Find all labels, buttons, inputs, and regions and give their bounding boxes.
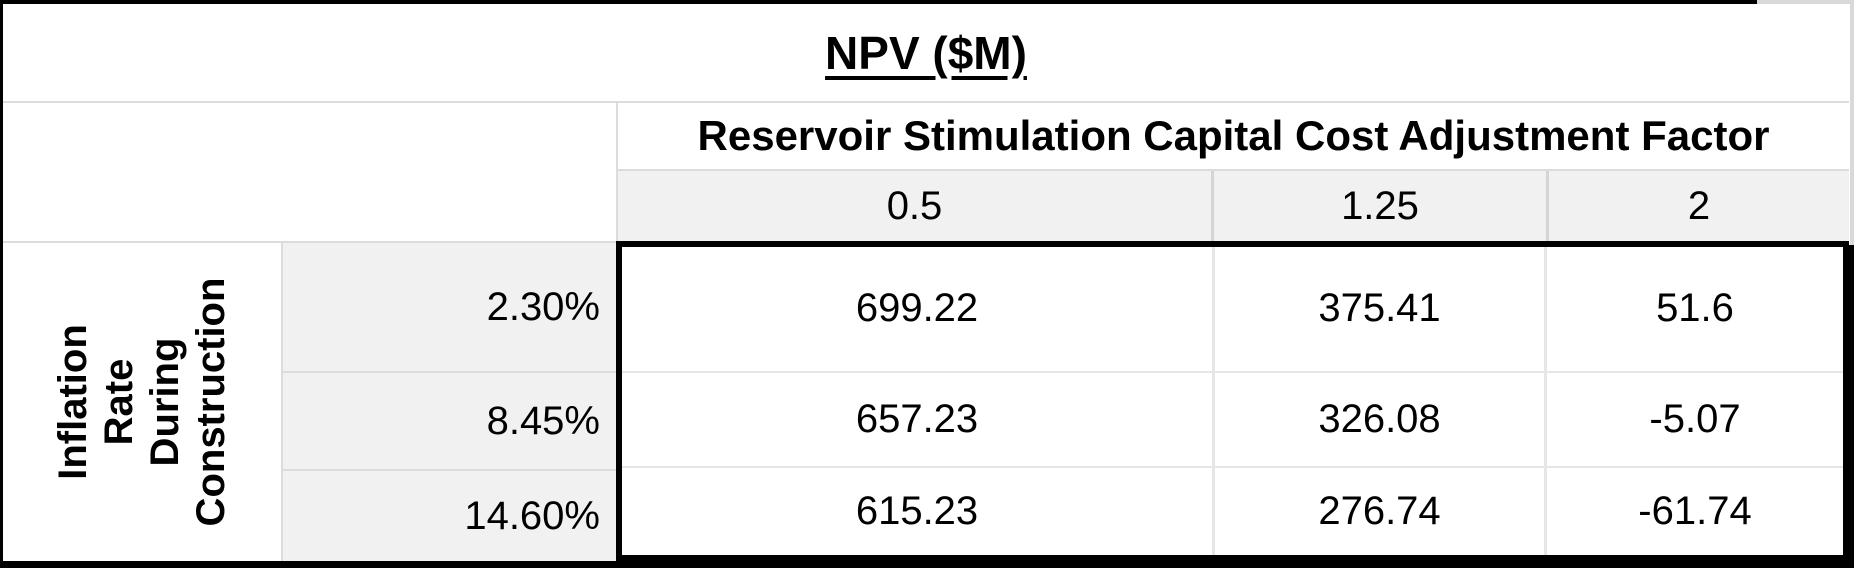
row-axis-title-line: Inflation	[51, 324, 95, 480]
column-value-cell[interactable]: 2	[1549, 171, 1849, 241]
outer-border-left	[0, 0, 3, 568]
npv-cell[interactable]: -5.07	[1649, 396, 1741, 441]
npv-cell[interactable]: 51.6	[1656, 286, 1734, 331]
table-title-row: NPV ($M)	[3, 4, 1849, 103]
row-values-column: 2.30% 8.45% 14.60%	[283, 241, 616, 561]
table-row: 699.22 375.41 51.6	[622, 247, 1843, 373]
row-axis-title: Inflation Rate During Construction	[50, 278, 234, 527]
npv-results-grid: 699.22 375.41 51.6 657.23 326.08 -5.07 6…	[616, 241, 1849, 561]
table-title: NPV ($M)	[825, 26, 1027, 79]
row-axis-title-line: Construction	[189, 277, 233, 527]
column-value-cell[interactable]: 1.25	[1214, 171, 1549, 241]
npv-cell[interactable]: 276.74	[1215, 467, 1547, 555]
npv-cell[interactable]: 375.41	[1215, 247, 1547, 371]
column-values-row: 0.5 1.25 2	[618, 171, 1849, 241]
row-value-cell[interactable]: 8.45%	[283, 373, 616, 471]
row-axis-title-line: During	[143, 337, 187, 467]
npv-cell[interactable]: 699.22	[622, 247, 1215, 371]
outer-border-bottom	[0, 561, 1854, 568]
corner-empty-cell	[3, 103, 618, 241]
row-axis-title-line: Rate	[97, 358, 141, 446]
column-header-area: Reservoir Stimulation Capital Cost Adjus…	[618, 103, 1849, 241]
npv-cell[interactable]: 615.23	[622, 467, 1215, 555]
outer-border-top-right	[1757, 0, 1854, 4]
npv-cell[interactable]: 326.08	[1215, 372, 1547, 466]
row-value-cell[interactable]: 2.30%	[283, 243, 616, 373]
column-value-cell[interactable]: 0.5	[618, 171, 1214, 241]
outer-border-right-upper	[1850, 4, 1854, 245]
data-band: Inflation Rate During Construction 2.30%…	[3, 241, 1849, 561]
npv-cell[interactable]: 657.23	[622, 372, 1215, 466]
outer-border-right-lower	[1849, 245, 1854, 568]
column-axis-title: Reservoir Stimulation Capital Cost Adjus…	[618, 103, 1849, 171]
row-value-cell[interactable]: 14.60%	[464, 493, 600, 538]
table-row: 615.23 276.74 -61.74	[622, 467, 1843, 555]
header-band: Reservoir Stimulation Capital Cost Adjus…	[3, 103, 1849, 241]
npv-cell[interactable]: -61.74	[1638, 488, 1752, 533]
outer-border-top	[0, 0, 1757, 4]
row-axis-title-cell: Inflation Rate During Construction	[3, 241, 283, 561]
table-content: NPV ($M) Reservoir Stimulation Capital C…	[3, 4, 1849, 561]
table-row: 657.23 326.08 -5.07	[622, 372, 1843, 468]
